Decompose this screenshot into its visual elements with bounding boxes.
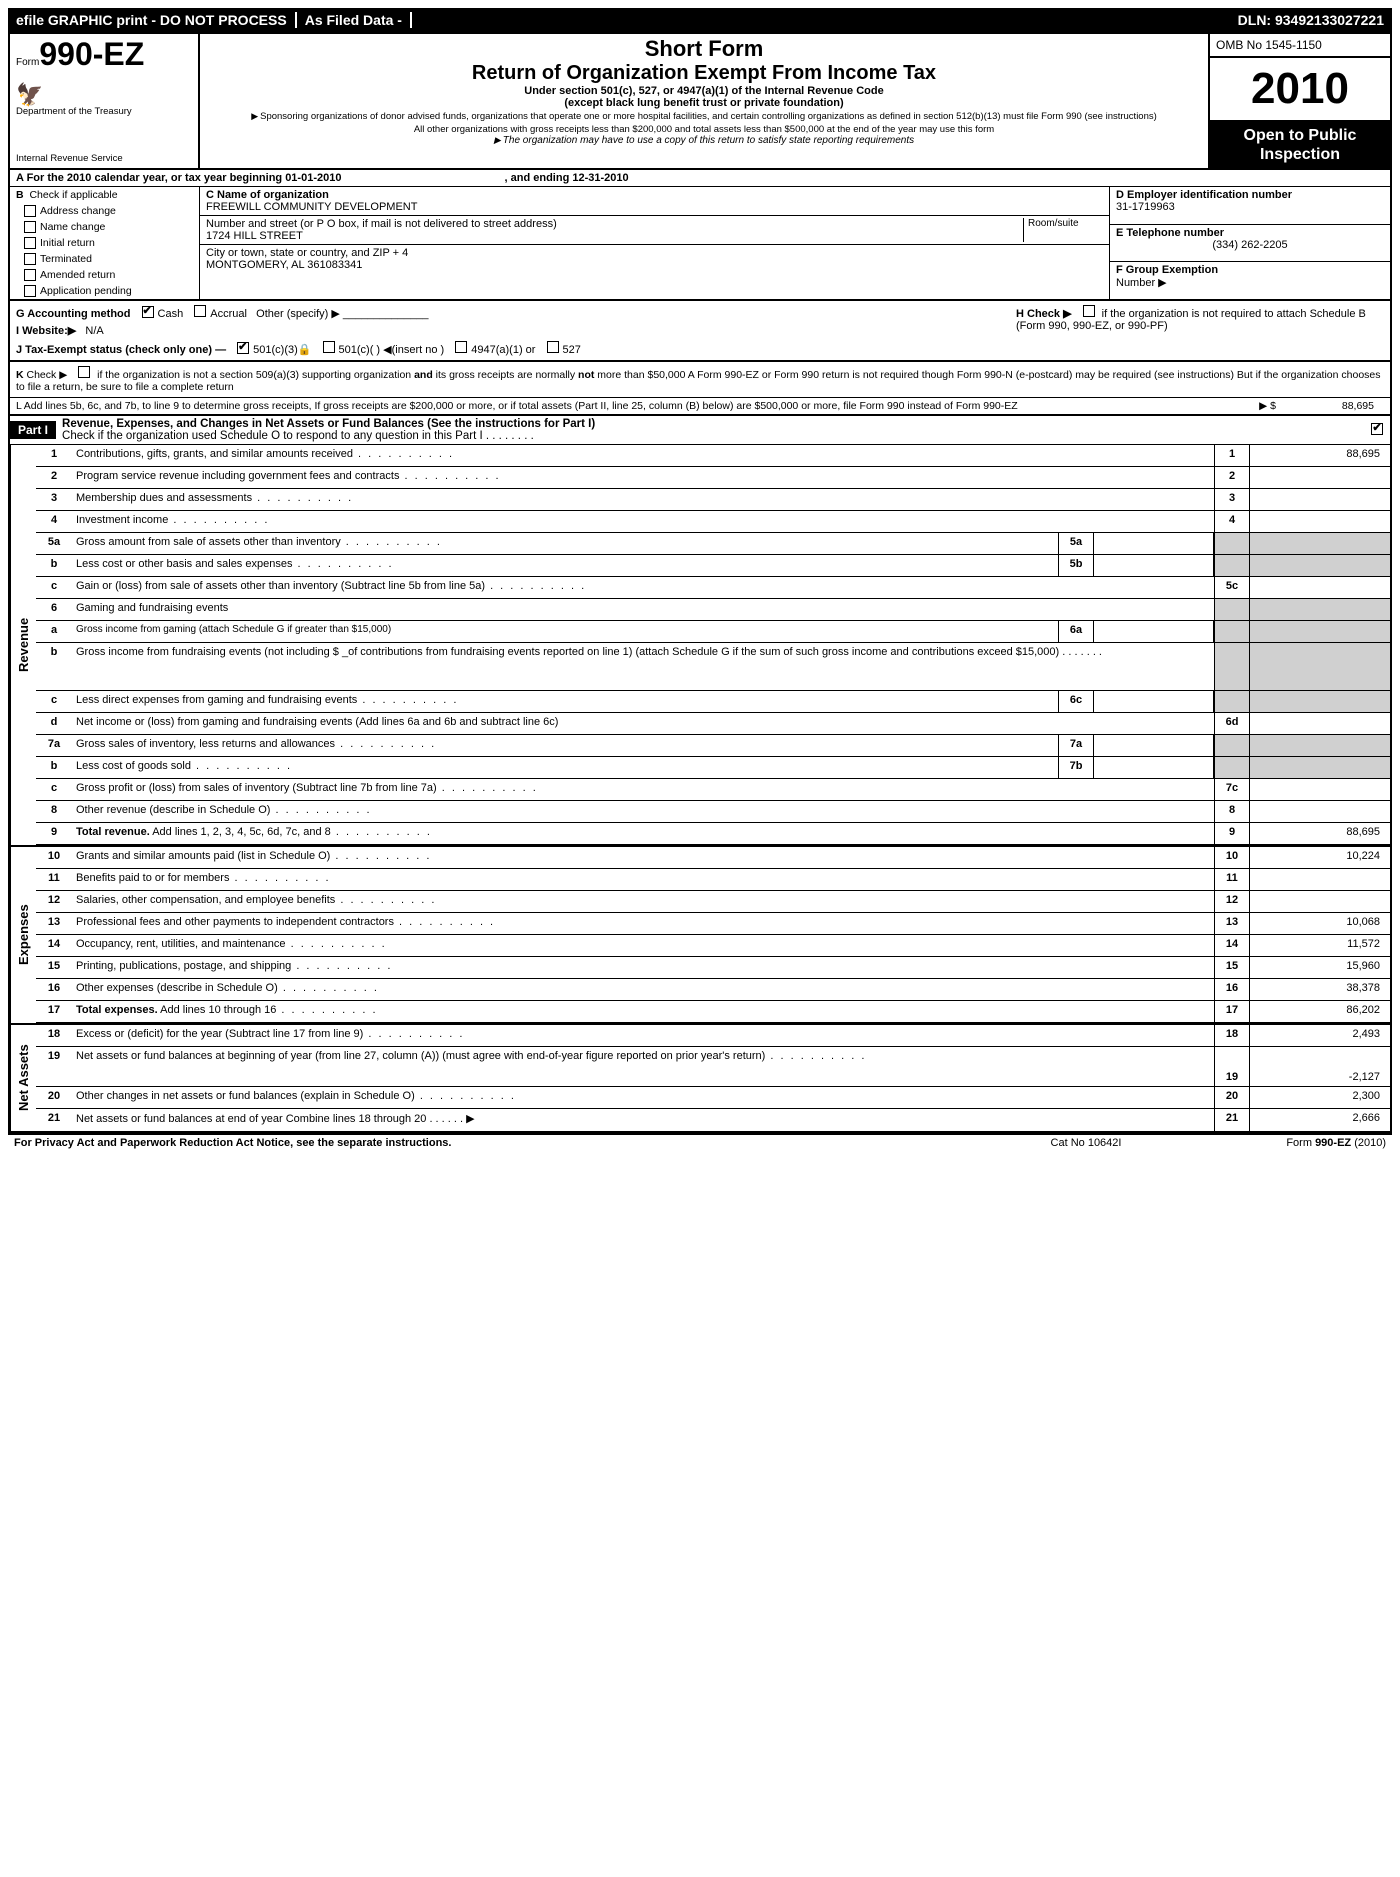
form-number: 990-EZ <box>39 38 144 70</box>
header-left: Form990-EZ 🦅 Department of the Treasury … <box>10 34 200 168</box>
501c3-checkbox[interactable] <box>237 342 249 354</box>
address-change-checkbox[interactable] <box>24 205 36 217</box>
501c-checkbox[interactable] <box>323 341 335 353</box>
expenses-label: Expenses <box>10 847 36 1023</box>
row-a: A For the 2010 calendar year, or tax yea… <box>10 170 1390 187</box>
note2: All other organizations with gross recei… <box>208 124 1200 135</box>
4947-checkbox[interactable] <box>455 341 467 353</box>
main-title: Return of Organization Exempt From Incom… <box>208 62 1200 85</box>
part1-schedule-o-checkbox[interactable] <box>1371 423 1383 435</box>
section-gih: G Accounting method Cash Accrual Other (… <box>10 301 1390 362</box>
city-state-zip: MONTGOMERY, AL 361083341 <box>206 259 1103 271</box>
info-grid: B Check if applicable Address change Nam… <box>10 187 1390 301</box>
app-pending-checkbox[interactable] <box>24 285 36 297</box>
street-label: Number and street (or P O box, if mail i… <box>206 218 1023 230</box>
footer: For Privacy Act and Paperwork Reduction … <box>8 1135 1392 1151</box>
form-prefix: Form <box>16 57 39 68</box>
form-container: Form990-EZ 🦅 Department of the Treasury … <box>8 32 1392 1135</box>
header-right: OMB No 1545-1150 2010 Open to Public Ins… <box>1210 34 1390 168</box>
except-note: (except black lung benefit trust or priv… <box>208 97 1200 109</box>
f-number: Number ▶ <box>1116 277 1167 289</box>
d-label: D Employer identification number <box>1116 189 1384 201</box>
city-label: City or town, state or country, and ZIP … <box>206 247 1103 259</box>
initial-return-checkbox[interactable] <box>24 237 36 249</box>
527-checkbox[interactable] <box>547 341 559 353</box>
ein: 31-1719963 <box>1116 201 1384 213</box>
accrual-checkbox[interactable] <box>194 305 206 317</box>
room-suite: Room/suite <box>1023 218 1103 242</box>
k-checkbox[interactable] <box>78 366 90 378</box>
short-form-title: Short Form <box>208 36 1200 62</box>
irs-eagle-icon: 🦅 <box>16 82 43 108</box>
terminated-checkbox[interactable] <box>24 253 36 265</box>
phone: (334) 262-2205 <box>1116 239 1384 251</box>
website: N/A <box>85 325 103 337</box>
l-value: 88,695 <box>1284 400 1384 412</box>
efile-label: efile GRAPHIC print - DO NOT PROCESS <box>8 12 297 28</box>
tax-year: 2010 <box>1210 58 1390 122</box>
street-address: 1724 HILL STREET <box>206 230 1023 242</box>
subtitle: Under section 501(c), 527, or 4947(a)(1)… <box>208 85 1200 97</box>
section-b: B Check if applicable Address change Nam… <box>10 187 200 299</box>
as-filed-label: As Filed Data - <box>297 12 412 28</box>
e-label: E Telephone number <box>1116 227 1384 239</box>
cat-no: Cat No 10642I <box>986 1137 1186 1149</box>
form-version: Form 990-EZ (2010) <box>1186 1137 1386 1149</box>
row-l: L Add lines 5b, 6c, and 7b, to line 9 to… <box>10 398 1390 416</box>
irs-label: Internal Revenue Service <box>16 153 192 164</box>
revenue-label: Revenue <box>10 445 36 845</box>
org-name: FREEWILL COMMUNITY DEVELOPMENT <box>206 201 1103 213</box>
revenue-section: Revenue 1Contributions, gifts, grants, a… <box>10 445 1390 845</box>
expenses-section: Expenses 10Grants and similar amounts pa… <box>10 845 1390 1023</box>
privacy-notice: For Privacy Act and Paperwork Reduction … <box>14 1137 986 1149</box>
part1-header: Part I Revenue, Expenses, and Changes in… <box>10 416 1390 445</box>
header-row: Form990-EZ 🦅 Department of the Treasury … <box>10 34 1390 170</box>
netassets-label: Net Assets <box>10 1025 36 1131</box>
section-c: C Name of organization FREEWILL COMMUNIT… <box>200 187 1110 299</box>
open-inspection: Open to Public Inspection <box>1210 122 1390 168</box>
cash-checkbox[interactable] <box>142 306 154 318</box>
header-center: Short Form Return of Organization Exempt… <box>200 34 1210 168</box>
h-checkbox[interactable] <box>1083 305 1095 317</box>
omb-number: OMB No 1545-1150 <box>1210 34 1390 58</box>
name-change-checkbox[interactable] <box>24 221 36 233</box>
f-label: F Group Exemption <box>1116 264 1218 276</box>
dln-label: DLN: 93492133027221 <box>1230 12 1392 28</box>
note3: The organization may have to use a copy … <box>208 135 1200 146</box>
amended-return-checkbox[interactable] <box>24 269 36 281</box>
note1: Sponsoring organizations of donor advise… <box>208 111 1200 122</box>
c-label: C Name of organization <box>206 189 1103 201</box>
section-def: D Employer identification number 31-1719… <box>1110 187 1390 299</box>
netassets-section: Net Assets 18Excess or (deficit) for the… <box>10 1023 1390 1133</box>
top-bar: efile GRAPHIC print - DO NOT PROCESS As … <box>8 8 1392 32</box>
row-k: K Check ▶ K Check ▶ if the organization … <box>10 362 1390 398</box>
